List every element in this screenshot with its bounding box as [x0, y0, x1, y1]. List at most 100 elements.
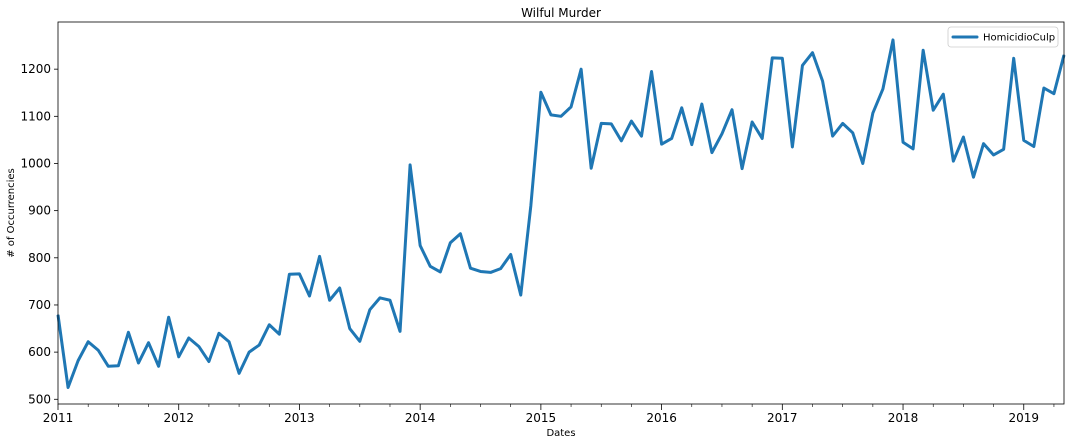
data-point [97, 349, 100, 352]
data-point [731, 108, 733, 111]
data-point [509, 253, 512, 256]
data-point [208, 360, 210, 363]
data-point [550, 114, 552, 116]
data-point [1043, 87, 1045, 89]
data-point [399, 330, 401, 333]
data-point [640, 135, 643, 137]
data-point [318, 255, 321, 258]
data-point [791, 146, 794, 148]
data-point [540, 91, 542, 94]
data-point [1053, 92, 1055, 95]
data-point [952, 160, 955, 162]
data-point [379, 297, 381, 299]
data-point [982, 142, 985, 145]
data-point [972, 176, 975, 178]
legend-label: HomicidioCulp [983, 33, 1055, 44]
data-point [449, 241, 452, 244]
legend-frame [947, 26, 1059, 48]
data-point [67, 386, 69, 389]
data-point [369, 308, 371, 311]
data-point [1033, 145, 1035, 148]
data-point [359, 340, 361, 343]
data-point [409, 164, 411, 166]
data-point [821, 80, 824, 82]
data-point [228, 340, 230, 343]
data-point [851, 132, 854, 134]
data-point [992, 154, 995, 156]
data-point [77, 359, 79, 362]
data-point [308, 295, 311, 297]
y-tick-label: 600 [28, 345, 51, 359]
data-point [600, 122, 603, 125]
data-point [630, 120, 633, 122]
data-point [198, 345, 200, 348]
data-point [781, 57, 784, 60]
data-point [530, 205, 532, 207]
data-point [1022, 139, 1025, 142]
data-point [811, 51, 814, 54]
data-point [751, 121, 753, 123]
x-tick-label: 2015 [526, 411, 557, 425]
y-tick-label: 1200 [20, 62, 51, 76]
x-tick-label: 2018 [888, 411, 919, 425]
x-axis-label: Dates [546, 428, 575, 439]
data-point [218, 332, 220, 335]
data-point [499, 267, 502, 270]
data-point [942, 93, 945, 95]
data-point [328, 299, 331, 302]
data-point [469, 267, 472, 269]
data-point [348, 327, 351, 330]
data-point [660, 143, 663, 145]
data-point [680, 107, 683, 109]
data-point [187, 337, 190, 339]
data-point [862, 162, 864, 165]
data-point [590, 167, 592, 169]
data-layer [56, 38, 1066, 389]
y-tick-label: 900 [28, 204, 51, 218]
data-point [489, 271, 492, 274]
data-point [177, 356, 180, 358]
data-point [701, 103, 703, 105]
data-point [268, 323, 271, 326]
x-tick-label: 2017 [767, 411, 798, 425]
data-point [962, 136, 965, 138]
data-point [288, 273, 291, 276]
x-tick-label: 2014 [405, 411, 436, 425]
plot-area [58, 22, 1064, 404]
data-point [278, 333, 281, 336]
data-point [167, 316, 170, 319]
data-point [741, 167, 743, 170]
data-point [892, 39, 894, 41]
data-point [298, 273, 301, 275]
data-point [670, 137, 673, 140]
data-point [841, 122, 844, 125]
data-point [690, 143, 693, 146]
data-point [922, 49, 924, 52]
chart-title: Wilful Murder [521, 6, 601, 20]
x-tick-label: 2011 [43, 411, 74, 425]
y-axis: 500 600 700 800 900 1000 1100 1200 [20, 62, 58, 406]
data-point [429, 265, 432, 268]
data-point [87, 340, 89, 343]
x-tick-label: 2012 [163, 411, 194, 425]
data-point [479, 270, 482, 273]
data-point [620, 140, 623, 142]
data-point [902, 141, 904, 144]
y-tick-label: 800 [28, 251, 51, 265]
data-point [519, 294, 522, 296]
data-point [882, 88, 884, 90]
legend: HomicidioCulp [947, 26, 1059, 48]
data-point [570, 106, 572, 108]
y-tick-label: 1000 [20, 156, 51, 170]
y-tick-label: 700 [28, 298, 51, 312]
y-tick-label: 500 [28, 392, 51, 406]
data-point [831, 135, 834, 137]
data-point [248, 351, 250, 353]
x-tick-label: 2019 [1008, 411, 1039, 425]
data-point [439, 271, 442, 273]
data-point [580, 68, 582, 70]
plot-frame [57, 21, 1065, 405]
data-point [389, 299, 391, 302]
